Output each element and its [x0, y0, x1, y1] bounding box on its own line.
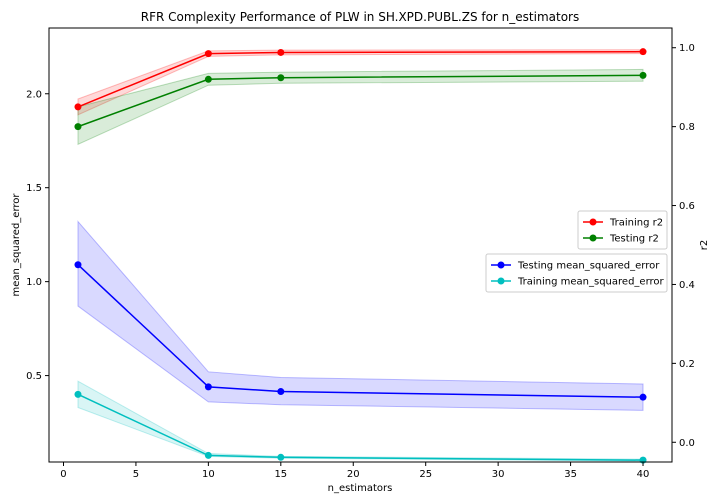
- training-r2-legend-label: Training r2: [609, 218, 663, 229]
- y-left-tick-label: 1.5: [26, 183, 42, 194]
- testing-mean-squared-error-point: [204, 383, 212, 391]
- testing-r2-line: [77, 74, 644, 128]
- training-mean-squared-error-point: [277, 453, 285, 461]
- testing-r2-legend-label: Testing r2: [609, 234, 659, 245]
- legend-box: [577, 210, 668, 250]
- training-r2-legend-marker: [589, 218, 597, 226]
- training-r2-point: [639, 48, 647, 56]
- testing-r2-point: [74, 123, 82, 131]
- training-mean-squared-error-point: [204, 451, 212, 459]
- series-markers: [74, 48, 647, 464]
- y-axis-left-label: mean_squared_error: [11, 193, 22, 297]
- y-right-tick-label: 0.8: [679, 122, 695, 133]
- x-tick-label: 40: [637, 469, 650, 480]
- series-lines: [77, 50, 644, 461]
- training-mean-squared-error-legend-marker: [497, 277, 505, 285]
- x-tick-label: 20: [347, 469, 360, 480]
- training-r2-line: [77, 50, 644, 108]
- testing-mean-squared-error-line: [77, 264, 644, 398]
- x-tick-label: 0: [60, 469, 66, 480]
- testing-r2-point: [639, 71, 647, 79]
- testing-mean-squared-error-point: [639, 393, 647, 401]
- x-axis: 0 5 10 15 20 25 30 35 40: [60, 462, 649, 480]
- y-axis-left: 0.5 1.0 1.5 2.0: [26, 89, 49, 382]
- plot-frame: [48, 27, 673, 463]
- x-tick-label: 30: [492, 469, 505, 480]
- testing-mean-squared-error-band: [77, 220, 644, 411]
- testing-r2-legend-marker: [589, 234, 597, 242]
- x-tick-label: 5: [133, 469, 139, 480]
- training-r2-point: [74, 103, 82, 111]
- y-left-tick-label: 0.5: [26, 371, 42, 382]
- training-mean-squared-error-line: [77, 393, 644, 461]
- training-mean-squared-error-legend-label: Training mean_squared_error: [517, 277, 665, 288]
- legend-r2: Training r2 Testing r2: [577, 210, 668, 250]
- testing-mean-squared-error-legend-label: Testing mean_squared_error: [517, 261, 660, 272]
- training-r2-point: [277, 48, 285, 56]
- y-left-tick-label: 1.0: [26, 277, 42, 288]
- y-left-tick-label: 2.0: [26, 89, 42, 100]
- testing-r2-band: [77, 68, 644, 146]
- x-tick-label: 15: [274, 469, 287, 480]
- legend-box: [485, 253, 668, 293]
- training-mean-squared-error-point: [74, 390, 82, 398]
- x-tick-label: 25: [419, 469, 432, 480]
- y-right-tick-label: 1.0: [679, 43, 695, 54]
- legend-mse: Testing mean_squared_error Training mean_…: [485, 253, 668, 293]
- testing-mean-squared-error-point: [74, 261, 82, 269]
- y-right-tick-label: 0.0: [679, 438, 695, 449]
- chart-title: RFR Complexity Performance of PLW in SH.…: [141, 10, 580, 24]
- y-right-tick-label: 0.6: [679, 201, 695, 212]
- testing-mean-squared-error-point: [277, 388, 285, 396]
- x-tick-label: 35: [564, 469, 577, 480]
- y-right-tick-label: 0.4: [679, 280, 695, 291]
- testing-r2-point: [204, 75, 212, 83]
- y-axis-right: 0.0 0.2 0.4 0.6 0.8 1.0: [672, 43, 695, 449]
- training-r2-point: [204, 50, 212, 58]
- x-axis-label: n_estimators: [328, 483, 393, 494]
- y-axis-right-label: r2: [699, 240, 710, 250]
- y-right-tick-label: 0.2: [679, 359, 695, 370]
- x-tick-label: 10: [202, 469, 215, 480]
- testing-r2-point: [277, 74, 285, 82]
- testing-mean-squared-error-legend-marker: [497, 261, 505, 269]
